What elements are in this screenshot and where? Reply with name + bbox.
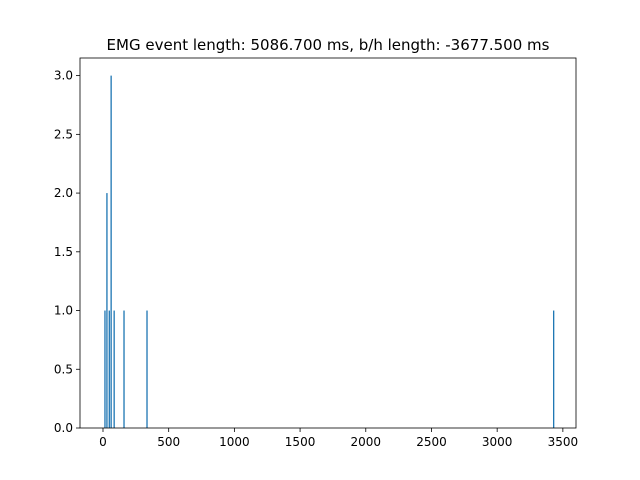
bar-2 [108,310,110,428]
bar-1 [106,193,108,428]
bar-0 [104,310,106,428]
y-tick-label: 1.5 [54,245,73,259]
x-tick-label: 1000 [219,435,250,449]
y-tick-label: 2.5 [54,127,73,141]
x-tick-label: 500 [157,435,180,449]
x-tick-label: 3500 [548,435,579,449]
bar-3 [110,75,112,428]
y-tick-label: 0.5 [54,362,73,376]
x-tick-label: 2500 [416,435,447,449]
bar-7 [553,310,555,428]
bar-4 [113,310,115,428]
x-axis-ticks: 0 500 1000 1500 2000 2500 3000 3500 [99,428,578,449]
y-tick-label: 3.0 [54,69,73,83]
y-axis-ticks: 0.0 0.5 1.0 1.5 2.0 2.5 3.0 [54,69,80,435]
y-tick-label: 0.0 [54,421,73,435]
y-tick-label: 2.0 [54,186,73,200]
bar-6 [146,310,148,428]
plot-frame [79,57,577,429]
x-tick-label: 0 [99,435,107,449]
y-tick-label: 1.0 [54,304,73,318]
x-tick-label: 3000 [482,435,513,449]
bars-group [104,75,555,428]
chart-title: EMG event length: 5086.700 ms, b/h lengt… [107,36,550,54]
x-tick-label: 2000 [351,435,382,449]
x-tick-label: 1500 [285,435,316,449]
bar-5 [123,310,125,428]
